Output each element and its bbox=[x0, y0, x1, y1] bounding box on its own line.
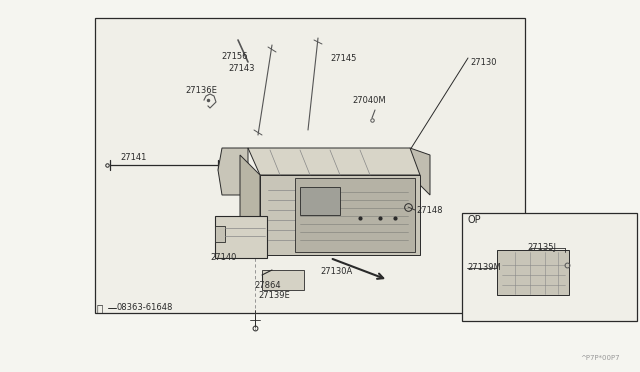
Text: 27135J: 27135J bbox=[527, 244, 556, 253]
Text: Ⓢ: Ⓢ bbox=[97, 303, 103, 313]
Bar bbox=[462, 213, 637, 321]
Polygon shape bbox=[295, 178, 415, 252]
Text: OP: OP bbox=[468, 215, 482, 225]
Bar bbox=[300, 187, 340, 215]
Bar bbox=[95, 18, 525, 313]
Text: 08363-61648: 08363-61648 bbox=[116, 304, 172, 312]
Bar bbox=[215, 216, 267, 258]
Text: 27130A: 27130A bbox=[320, 267, 352, 276]
Bar bbox=[215, 226, 225, 242]
Text: 27143: 27143 bbox=[228, 64, 255, 73]
Text: 27140: 27140 bbox=[210, 253, 236, 263]
Polygon shape bbox=[260, 175, 420, 255]
Text: 27130: 27130 bbox=[470, 58, 497, 67]
Bar bbox=[497, 250, 569, 295]
Polygon shape bbox=[248, 148, 420, 175]
Polygon shape bbox=[218, 148, 248, 195]
Text: ^P7P*00P7: ^P7P*00P7 bbox=[580, 355, 620, 361]
Polygon shape bbox=[410, 148, 430, 195]
Text: 27040M: 27040M bbox=[352, 96, 386, 105]
Text: 27864: 27864 bbox=[254, 280, 280, 289]
Text: 27148: 27148 bbox=[416, 205, 442, 215]
Text: 27145: 27145 bbox=[330, 54, 356, 62]
Text: 27136E: 27136E bbox=[185, 86, 217, 94]
Text: 27141: 27141 bbox=[120, 153, 147, 161]
Text: 27139E: 27139E bbox=[258, 292, 290, 301]
Text: 27156: 27156 bbox=[221, 51, 248, 61]
Polygon shape bbox=[240, 155, 260, 255]
Bar bbox=[262, 270, 304, 290]
Text: 27139M: 27139M bbox=[467, 263, 500, 273]
